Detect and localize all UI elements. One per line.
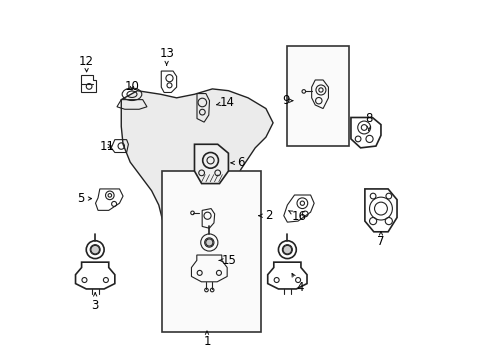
Bar [162, 171, 260, 332]
Text: 16: 16 [288, 210, 305, 223]
Text: 2: 2 [259, 209, 272, 222]
Text: 9: 9 [281, 94, 292, 107]
Bar [286, 46, 348, 146]
Circle shape [283, 246, 291, 254]
Text: 5: 5 [77, 192, 91, 205]
Text: 8: 8 [365, 112, 372, 131]
Circle shape [91, 246, 99, 254]
Text: 1: 1 [203, 331, 210, 348]
Text: 15: 15 [219, 254, 237, 267]
Text: 3: 3 [91, 293, 99, 312]
Text: 12: 12 [79, 55, 94, 72]
Text: 13: 13 [159, 47, 174, 65]
Text: 10: 10 [124, 80, 139, 93]
Text: 6: 6 [231, 156, 244, 169]
Polygon shape [194, 144, 228, 184]
Text: 4: 4 [291, 274, 303, 294]
Circle shape [205, 239, 212, 246]
Polygon shape [121, 89, 272, 248]
Text: 14: 14 [216, 96, 234, 109]
Text: 7: 7 [376, 232, 384, 248]
Text: 11: 11 [99, 140, 114, 153]
